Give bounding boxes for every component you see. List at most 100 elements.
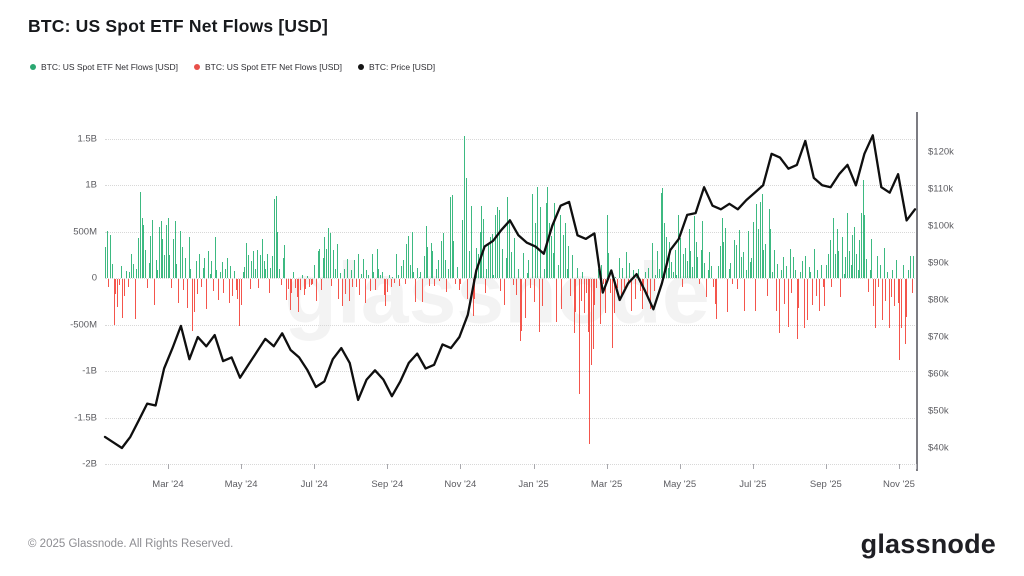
inflow-bar xyxy=(164,254,166,278)
inflow-bar xyxy=(132,264,134,278)
outflow-bar xyxy=(596,279,598,288)
inflow-bar xyxy=(451,194,453,278)
inflow-bar xyxy=(507,197,509,278)
inflow-bar xyxy=(361,274,363,278)
inflow-bar xyxy=(702,221,704,278)
inflow-bar xyxy=(448,268,450,278)
inflow-bar xyxy=(909,256,911,278)
outflow-bar xyxy=(200,279,202,288)
outflow-bar xyxy=(815,279,817,296)
outflow-bar xyxy=(578,279,580,395)
inflow-bar xyxy=(261,238,263,278)
inflow-bar xyxy=(535,222,537,278)
inflow-bar xyxy=(129,272,131,278)
outflow-bar xyxy=(183,279,185,291)
outflow-bar xyxy=(911,279,913,293)
inflow-bar xyxy=(564,223,566,278)
inflow-bar xyxy=(563,235,565,278)
legend-item-netflows-negative[interactable]: BTC: US Spot ETF Net Flows [USD] xyxy=(193,62,342,72)
outflow-bar xyxy=(300,279,302,291)
outflow-bar xyxy=(542,279,544,306)
y-axis-right-label: $80k xyxy=(928,294,949,306)
inflow-bar xyxy=(854,226,856,278)
inflow-bar xyxy=(780,269,782,278)
outflow-bar xyxy=(603,279,605,285)
outflow-bar xyxy=(127,279,129,288)
inflow-bar xyxy=(735,245,737,278)
outflow-bar xyxy=(315,279,317,302)
inflow-bar xyxy=(540,207,542,278)
outflow-bar xyxy=(754,279,756,311)
inflow-bar xyxy=(165,225,167,278)
inflow-bar xyxy=(693,215,695,278)
outflow-bar xyxy=(352,279,354,287)
inflow-bar xyxy=(195,260,197,278)
inflow-bar xyxy=(655,274,657,278)
outflow-bar xyxy=(235,279,237,291)
inflow-bar xyxy=(392,276,394,278)
x-axis-label: Jul '24 xyxy=(300,479,328,490)
inflow-bar xyxy=(111,263,113,278)
x-axis-label: Mar '25 xyxy=(590,479,623,490)
inflow-bar xyxy=(719,245,721,278)
inflow-bar xyxy=(380,275,382,278)
legend-item-price[interactable]: BTC: Price [USD] xyxy=(357,62,435,72)
inflow-bar xyxy=(662,187,664,278)
outflow-bar xyxy=(387,279,389,292)
y-axis-left-label: -1B xyxy=(82,365,97,377)
inflow-bar xyxy=(517,269,519,278)
outflow-bar xyxy=(232,279,234,296)
outflow-bar xyxy=(186,279,188,308)
inflow-bar xyxy=(725,227,727,278)
inflow-bar xyxy=(314,264,316,278)
inflow-bar xyxy=(441,240,443,278)
inflow-bar xyxy=(427,247,429,278)
inflow-bar xyxy=(181,247,183,278)
y-gridline xyxy=(105,138,915,140)
outflow-bar xyxy=(587,279,589,333)
inflow-bar xyxy=(326,249,328,278)
inflow-bar xyxy=(401,266,403,278)
inflow-bar xyxy=(664,223,666,278)
y-axis-right-label: $110k xyxy=(928,183,954,195)
outflow-bar xyxy=(712,279,714,288)
right-axis-line xyxy=(916,112,918,471)
outflow-bar xyxy=(237,279,239,300)
inflow-bar xyxy=(336,244,338,278)
inflow-bar xyxy=(841,236,843,278)
outflow-bar xyxy=(500,279,502,292)
inflow-bar xyxy=(214,237,216,278)
inflow-bar xyxy=(409,265,411,278)
outflow-bar xyxy=(338,279,340,299)
outflow-bar xyxy=(321,279,322,291)
outflow-bar xyxy=(589,279,591,444)
outflow-bar xyxy=(873,279,875,306)
outflow-bar xyxy=(681,279,683,287)
inflow-bar xyxy=(188,237,190,278)
x-axis-label: Sep '25 xyxy=(809,479,842,490)
legend-item-netflows-positive[interactable]: BTC: US Spot ETF Net Flows [USD] xyxy=(30,62,178,72)
inflow-bar xyxy=(469,250,471,278)
outflow-bar xyxy=(779,279,781,333)
inflow-bar xyxy=(145,249,147,278)
inflow-bar xyxy=(317,250,319,278)
inflow-bar xyxy=(601,265,603,278)
inflow-bar xyxy=(608,252,610,278)
inflow-bar xyxy=(550,236,552,278)
inflow-bar xyxy=(913,255,915,278)
inflow-bar xyxy=(253,251,255,278)
outflow-bar xyxy=(737,279,739,289)
inflow-bar xyxy=(789,248,791,278)
inflow-bar xyxy=(845,257,847,278)
inflow-bar xyxy=(162,238,164,278)
x-axis-label: Mar '24 xyxy=(152,479,184,490)
outflow-bar xyxy=(901,279,903,328)
inflow-bar xyxy=(350,269,352,278)
inflow-bar xyxy=(216,269,218,278)
outflow-bar xyxy=(867,279,869,293)
inflow-bar xyxy=(801,261,803,278)
inflow-bar xyxy=(606,214,608,278)
x-axis-tick xyxy=(606,464,608,469)
outflow-bar xyxy=(146,279,148,288)
inflow-bar xyxy=(293,272,295,278)
